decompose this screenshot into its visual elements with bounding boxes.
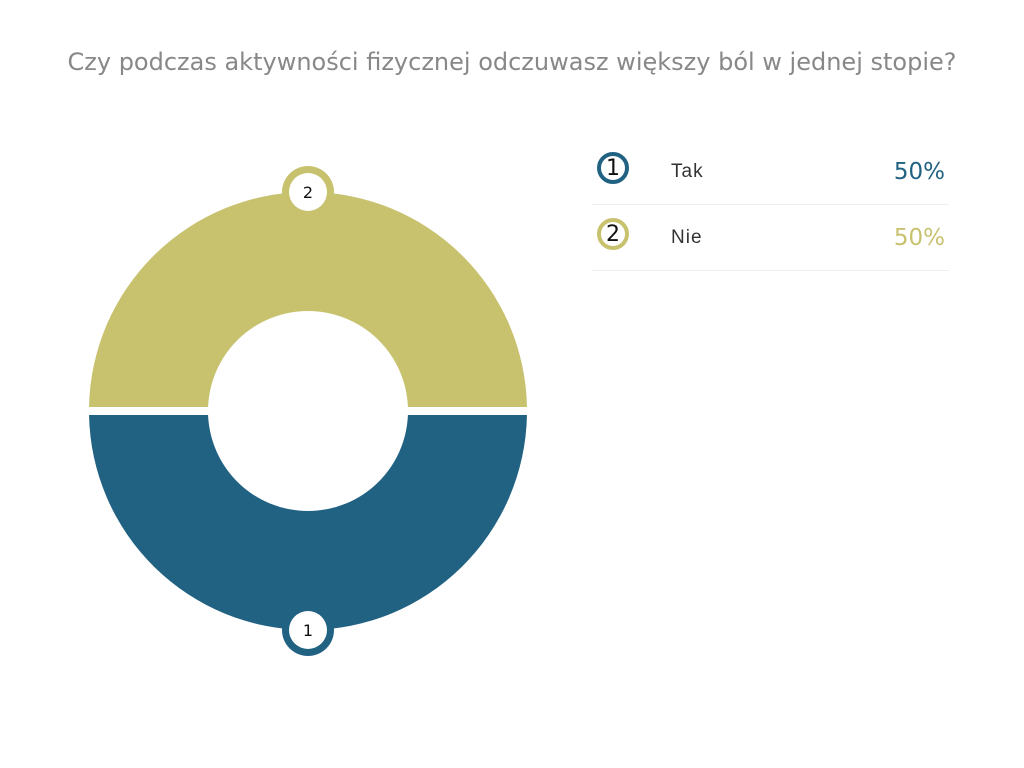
legend-label-tak: Tak [671,161,704,182]
legend-item-tak: 1 Tak 50% [592,139,949,205]
donut-slice-tak [89,414,527,631]
slice-marker-1 [289,611,327,649]
legend-marker-2: 2 [597,218,629,250]
slice-marker-2 [289,173,327,211]
chart-title: Czy podczas aktywności fizycznej odczuwa… [67,48,957,76]
slice-marker-label-1: 1 [303,621,313,640]
legend: 1 Tak 50% 2 Nie 50% [592,139,949,271]
donut-slice-nie [89,191,527,408]
legend-value-tak: 50% [893,159,945,185]
slice-marker-label-2: 2 [303,183,313,202]
legend-item-nie: 2 Nie 50% [592,205,949,271]
legend-marker-1: 1 [597,152,629,184]
legend-label-nie: Nie [671,227,703,248]
legend-value-nie: 50% [893,225,945,251]
